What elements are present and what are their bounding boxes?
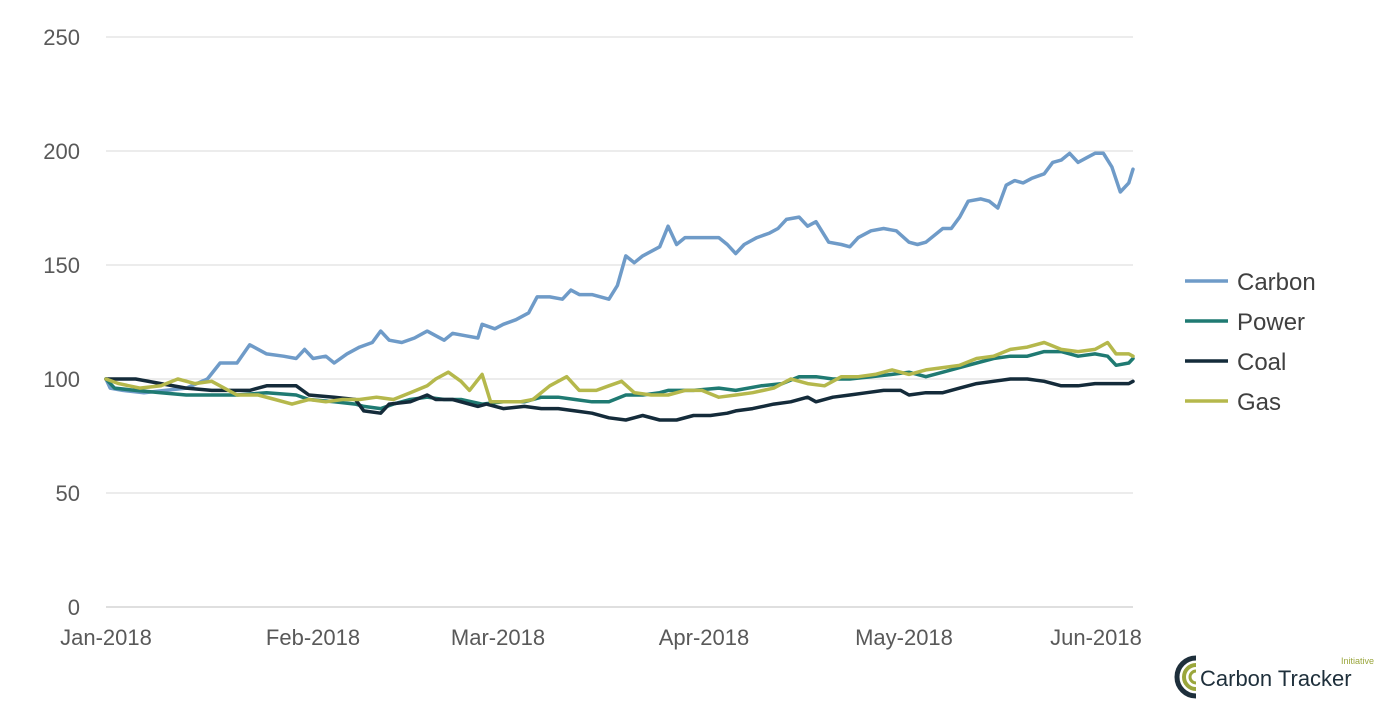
legend-label-carbon: Carbon bbox=[1237, 269, 1316, 296]
legend-label-power: Power bbox=[1237, 309, 1305, 336]
series-line-coal bbox=[104, 377, 1135, 422]
carbon-tracker-logo: Carbon Tracker Initiative bbox=[1174, 655, 1374, 699]
y-tick-label: 0 bbox=[68, 595, 80, 620]
x-tick-label: Feb-2018 bbox=[266, 625, 360, 650]
x-tick-label: Jun-2018 bbox=[1050, 625, 1142, 650]
legend-label-gas: Gas bbox=[1237, 389, 1281, 416]
x-axis-tick-labels: Jan-2018 Feb-2018 Mar-2018 Apr-2018 May-2018… bbox=[60, 625, 1142, 650]
y-axis-tick-labels: 0 50 100 150 200 250 bbox=[43, 25, 80, 620]
y-tick-label: 150 bbox=[43, 253, 80, 278]
x-tick-label: Apr-2018 bbox=[659, 625, 750, 650]
series-line-power bbox=[104, 349, 1135, 411]
y-tick-label: 50 bbox=[56, 481, 80, 506]
series-lines bbox=[104, 151, 1135, 422]
x-tick-label: Jan-2018 bbox=[60, 625, 152, 650]
y-tick-label: 250 bbox=[43, 25, 80, 50]
series-line-gas bbox=[104, 340, 1135, 406]
x-tick-label: Mar-2018 bbox=[451, 625, 545, 650]
series-line-carbon bbox=[104, 151, 1135, 395]
legend: Carbon Power Coal Gas bbox=[1185, 269, 1316, 416]
logo-tag: Initiative bbox=[1341, 656, 1374, 666]
logo-mark-icon bbox=[1174, 655, 1197, 699]
y-tick-label: 100 bbox=[43, 367, 80, 392]
gridlines bbox=[106, 36, 1133, 608]
legend-label-coal: Coal bbox=[1237, 349, 1286, 376]
y-tick-label: 200 bbox=[43, 139, 80, 164]
logo-name: Carbon Tracker bbox=[1200, 666, 1352, 691]
x-tick-label: May-2018 bbox=[855, 625, 953, 650]
